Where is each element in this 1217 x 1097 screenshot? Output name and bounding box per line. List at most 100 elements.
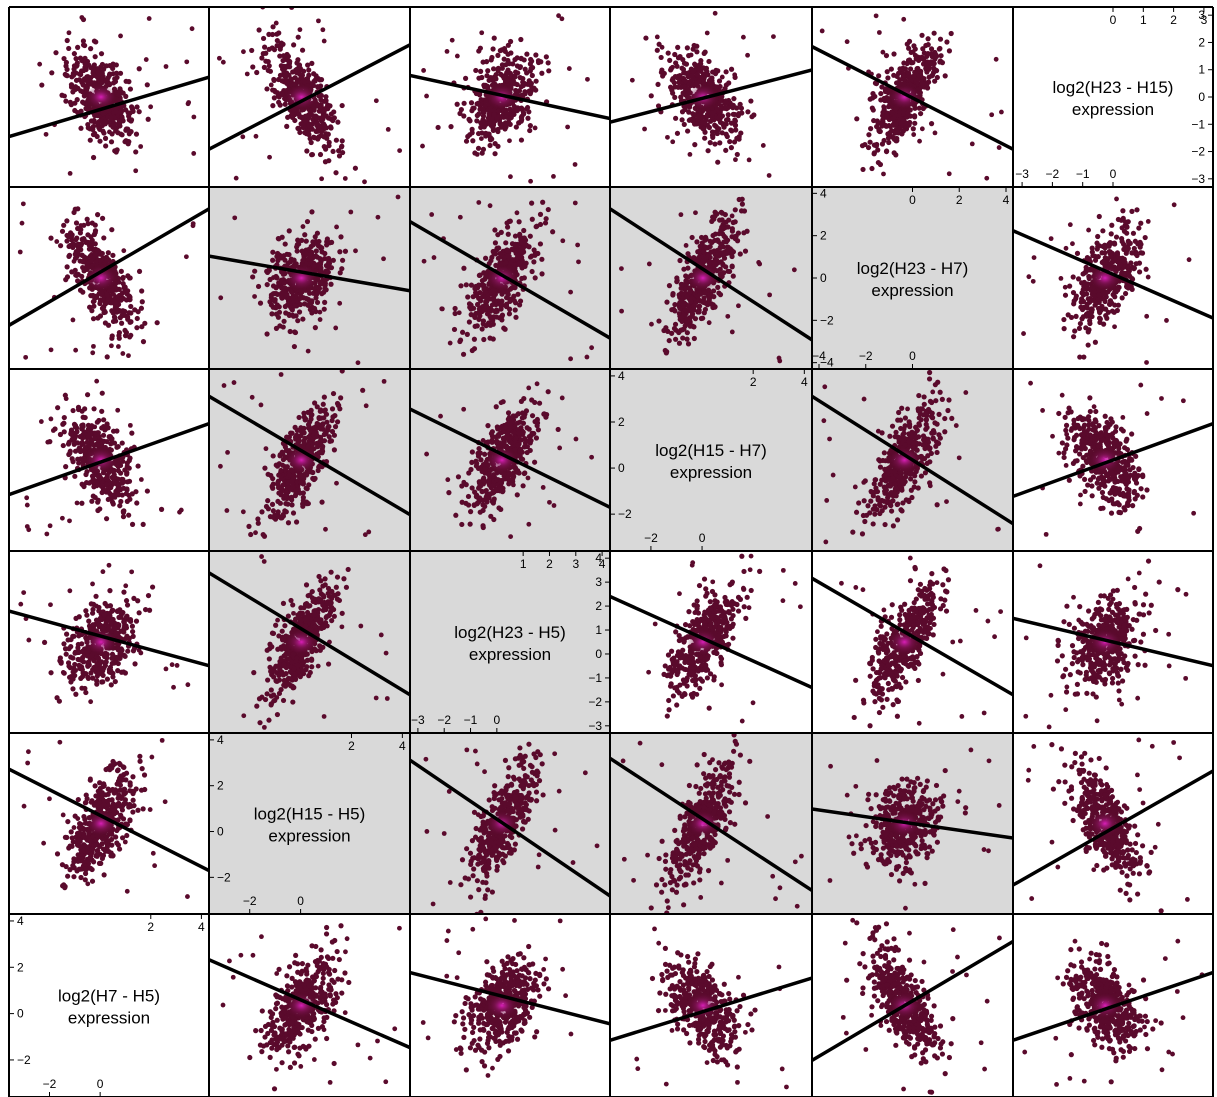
data-point	[1129, 250, 1135, 256]
data-point	[565, 124, 571, 130]
data-point	[148, 104, 154, 110]
data-point	[127, 496, 133, 502]
data-point	[135, 309, 141, 315]
data-point	[495, 126, 501, 133]
data-point	[1079, 306, 1086, 313]
data-point	[314, 299, 321, 306]
data-point	[294, 303, 300, 309]
data-point	[74, 500, 80, 506]
data-point	[118, 33, 123, 39]
data-point	[71, 51, 77, 57]
point-cloud	[420, 13, 590, 184]
data-point	[64, 66, 70, 73]
data-point	[133, 489, 139, 495]
data-point	[479, 30, 485, 36]
data-point	[513, 69, 519, 75]
data-point	[676, 340, 683, 346]
data-point	[420, 143, 425, 149]
data-point	[89, 220, 95, 226]
data-point	[619, 266, 624, 272]
data-point	[97, 300, 103, 307]
data-point	[568, 289, 574, 295]
data-point	[479, 326, 485, 332]
data-point	[313, 248, 319, 254]
data-point	[1119, 295, 1125, 301]
data-point	[868, 126, 874, 132]
data-point	[260, 35, 267, 42]
data-point	[92, 424, 98, 430]
data-point	[281, 318, 287, 324]
data-point	[339, 143, 345, 149]
data-point	[516, 88, 523, 94]
data-point	[57, 431, 64, 438]
data-point	[135, 463, 141, 469]
data-point	[73, 77, 80, 83]
data-point	[120, 351, 126, 356]
data-point	[281, 53, 287, 59]
data-point	[296, 111, 302, 117]
panel-background	[1013, 7, 1213, 187]
data-point	[479, 74, 485, 81]
data-point	[745, 52, 750, 58]
data-point	[257, 300, 264, 306]
data-point	[507, 121, 513, 127]
data-point	[1115, 287, 1121, 293]
data-point	[271, 291, 278, 297]
data-point	[454, 53, 460, 59]
data-point	[126, 113, 132, 119]
data-point	[491, 35, 497, 41]
data-point	[905, 111, 911, 117]
data-point	[681, 300, 687, 306]
data-point	[424, 93, 429, 99]
data-point	[60, 421, 66, 427]
data-point	[732, 117, 738, 123]
data-point	[904, 41, 910, 47]
data-point	[677, 300, 684, 306]
data-point	[138, 305, 145, 311]
data-point	[730, 102, 736, 108]
data-point	[725, 116, 731, 123]
data-point	[1067, 222, 1073, 228]
point-cloud	[17, 201, 196, 360]
data-point	[1112, 324, 1117, 330]
data-point	[302, 113, 309, 119]
data-point	[121, 248, 127, 254]
data-point	[883, 97, 890, 103]
data-point	[118, 131, 124, 137]
data-point	[1096, 213, 1102, 220]
data-point	[90, 131, 97, 138]
data-point	[452, 310, 458, 317]
data-point	[127, 334, 133, 340]
data-point	[891, 150, 897, 156]
data-point	[101, 235, 107, 241]
data-point	[89, 498, 95, 504]
data-point	[873, 80, 880, 87]
data-point	[713, 123, 719, 130]
data-point	[20, 201, 26, 207]
data-point	[302, 301, 308, 307]
data-point	[70, 317, 76, 323]
data-point	[268, 302, 274, 308]
data-point	[82, 55, 88, 61]
data-point	[896, 112, 902, 118]
data-point	[312, 325, 318, 331]
data-point	[44, 531, 50, 537]
density-highlight	[85, 265, 117, 291]
data-point	[116, 286, 122, 293]
data-point	[708, 301, 714, 307]
data-point	[154, 320, 160, 326]
data-point	[23, 354, 29, 360]
data-point	[1061, 326, 1067, 332]
regression-line	[410, 73, 610, 121]
data-point	[267, 154, 272, 160]
data-point	[619, 308, 624, 314]
data-point	[269, 31, 276, 38]
data-point	[879, 84, 885, 90]
data-point	[320, 121, 327, 127]
data-point	[888, 128, 895, 134]
data-point	[721, 239, 727, 245]
data-point	[105, 250, 111, 256]
tick-label: 2	[956, 193, 963, 207]
data-point	[82, 445, 88, 451]
data-point	[457, 214, 463, 220]
